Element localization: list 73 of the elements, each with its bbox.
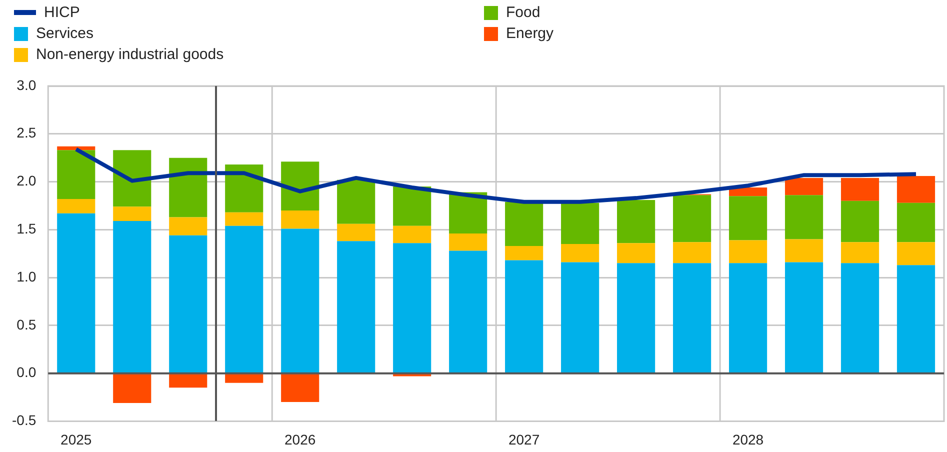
y-tick-label: 2.0: [16, 172, 36, 189]
bar: [561, 202, 600, 244]
bar: [728, 188, 768, 196]
bar: [673, 195, 712, 242]
legend-label: HICP: [44, 4, 80, 21]
bar: [113, 206, 152, 222]
bar: [784, 195, 824, 240]
bar: [57, 199, 96, 214]
bar: [281, 162, 320, 211]
bar: [784, 262, 824, 373]
bar: [784, 178, 824, 196]
bar: [225, 226, 264, 373]
bar: [225, 164, 264, 212]
bar: [840, 242, 880, 264]
legend-label: Food: [506, 4, 540, 21]
bar: [393, 243, 432, 373]
bar: [393, 186, 432, 226]
x-tick-label: 2028: [732, 431, 764, 448]
legend-label: Non-energy industrial goods: [36, 46, 224, 63]
bar: [728, 263, 768, 373]
x-tick-label: 2025: [60, 431, 92, 448]
bar: [840, 200, 880, 242]
bar: [728, 196, 768, 240]
legend-label: Energy: [506, 25, 554, 42]
bar: [449, 250, 488, 373]
x-tick-label: 2026: [284, 431, 316, 448]
bar: [113, 221, 152, 373]
bar: [673, 263, 712, 373]
bar: [617, 243, 656, 264]
bar: [57, 150, 96, 200]
bar: [281, 210, 320, 229]
bar: [505, 246, 544, 260]
bar: [784, 239, 824, 262]
bar: [57, 213, 96, 373]
bar: [505, 260, 544, 373]
bar: [225, 374, 264, 383]
x-tick-label: 2027: [508, 431, 540, 448]
bar: [225, 212, 264, 226]
bar: [281, 228, 320, 373]
bar: [896, 265, 936, 373]
bar: [169, 158, 208, 218]
bar: [169, 235, 208, 373]
y-tick-label: 0.5: [16, 316, 36, 332]
y-tick-label: -0.5: [12, 412, 36, 428]
bar: [169, 374, 208, 388]
bar: [449, 233, 488, 251]
bar: [337, 241, 376, 373]
bar: [728, 240, 768, 264]
y-tick-label: 0.0: [16, 364, 36, 380]
y-tick-label: 1.0: [16, 268, 36, 284]
bar: [337, 224, 376, 242]
bar: [896, 242, 936, 266]
bar: [617, 263, 656, 373]
bar: [561, 244, 600, 262]
bar: [673, 242, 712, 264]
bar: [281, 374, 320, 402]
bar: [393, 226, 432, 244]
bar: [561, 262, 600, 373]
bar: [840, 178, 880, 201]
bar: [113, 150, 152, 207]
y-tick-label: 2.5: [16, 124, 36, 141]
legend-label: Services: [36, 25, 94, 42]
y-tick-label: 1.5: [16, 220, 36, 237]
bar: [337, 180, 376, 224]
bar: [840, 263, 880, 373]
bar: [169, 217, 208, 236]
bar: [113, 374, 152, 404]
bar: [896, 202, 936, 242]
bar: [617, 200, 656, 244]
bar: [449, 192, 488, 234]
bar: [896, 176, 936, 203]
bar: [505, 202, 544, 246]
y-tick-label: 3.0: [16, 76, 36, 93]
